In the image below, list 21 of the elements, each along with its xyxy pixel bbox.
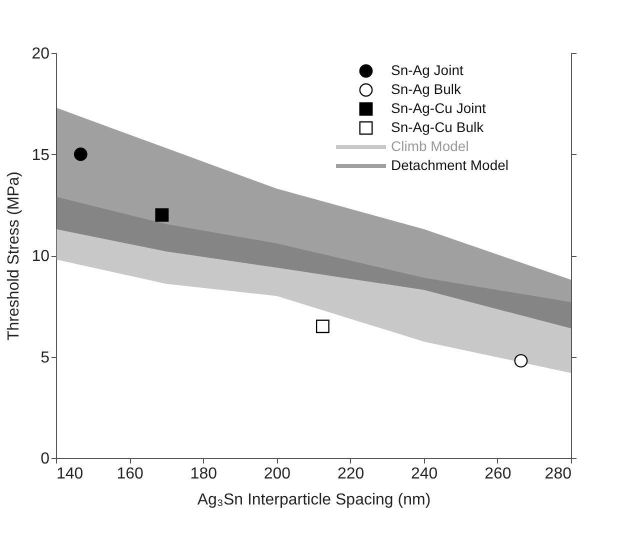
x-axis-title: Ag₃Sn Interparticle Spacing (nm) xyxy=(197,492,431,508)
legend-label: Sn-Ag Joint xyxy=(391,62,464,78)
x-tick-label: 280 xyxy=(544,466,572,482)
y-tick-label: 15 xyxy=(32,146,50,164)
legend-label: Detachment Model xyxy=(391,157,509,173)
y-tick-label: 20 xyxy=(32,46,50,62)
y-axis-title: Threshold Stress (MPa) xyxy=(6,172,23,340)
y-tick-label: 5 xyxy=(40,349,50,366)
x-tick-label: 240 xyxy=(411,466,438,482)
x-tick-label: 140 xyxy=(56,466,84,482)
x-tick-label: 180 xyxy=(190,466,218,482)
y-tick-label: 0 xyxy=(40,450,50,468)
legend-label: Sn-Ag-Cu Joint xyxy=(391,100,486,116)
x-tick-label: 260 xyxy=(484,466,512,482)
x-tick-label: 220 xyxy=(337,466,364,482)
legend-label: Sn-Ag-Cu Bulk xyxy=(391,119,485,135)
legend-label: Climb Model xyxy=(391,138,469,154)
y-tick-label: 10 xyxy=(32,248,50,265)
x-tick-label: 160 xyxy=(116,466,144,482)
x-tick-label: 200 xyxy=(264,466,291,482)
legend-label: Sn-Ag Bulk xyxy=(391,81,462,97)
